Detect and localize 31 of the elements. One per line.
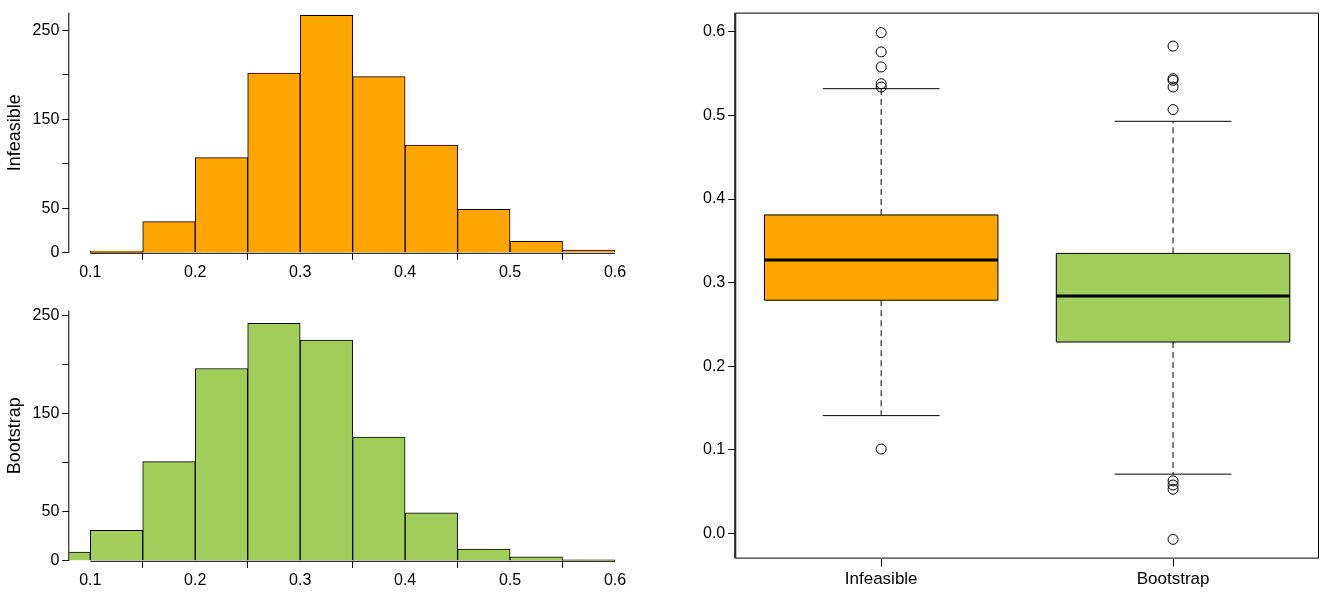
x-tick-label: 0.1 (79, 262, 102, 280)
x-tick-label: 0.5 (498, 262, 522, 280)
y-tick-label: 0.1 (702, 440, 726, 458)
y-tick-label: 150 (32, 404, 60, 422)
x-tick-label: 0.2 (184, 262, 207, 280)
y-axis-title: Infeasible (3, 94, 24, 172)
x-tick-label: 0.1 (79, 570, 102, 588)
x-tick-label: 0.5 (498, 570, 522, 588)
x-tick-label: 0.2 (184, 570, 207, 588)
y-axis-title: Bootstrap (3, 397, 24, 475)
y-tick-label: 0.3 (702, 273, 726, 291)
y-tick-label: 0.2 (702, 356, 726, 374)
x-tick-label: 0.3 (289, 570, 312, 588)
y-tick-label: 0.6 (702, 22, 726, 40)
x-tick-label: 0.3 (289, 262, 312, 280)
y-tick-label: 150 (32, 109, 60, 127)
y-tick-label: 50 (41, 502, 60, 520)
x-tick-label: 0.6 (603, 262, 627, 280)
x-tick-label: Bootstrap (1136, 569, 1210, 589)
x-tick-label: Infeasible (844, 569, 918, 589)
y-tick-label: 0 (50, 551, 60, 569)
y-tick-label: 250 (32, 305, 60, 323)
x-tick-label: 0.4 (393, 262, 417, 280)
x-tick-label: 0.6 (603, 570, 627, 588)
y-tick-label: 0 (50, 243, 60, 261)
x-tick-label: 0.4 (393, 570, 417, 588)
y-tick-label: 0.4 (702, 189, 726, 207)
y-tick-label: 0.5 (702, 105, 726, 123)
y-tick-label: 250 (32, 20, 60, 38)
y-tick-label: 50 (41, 198, 60, 216)
y-tick-label: 0.0 (702, 523, 726, 541)
